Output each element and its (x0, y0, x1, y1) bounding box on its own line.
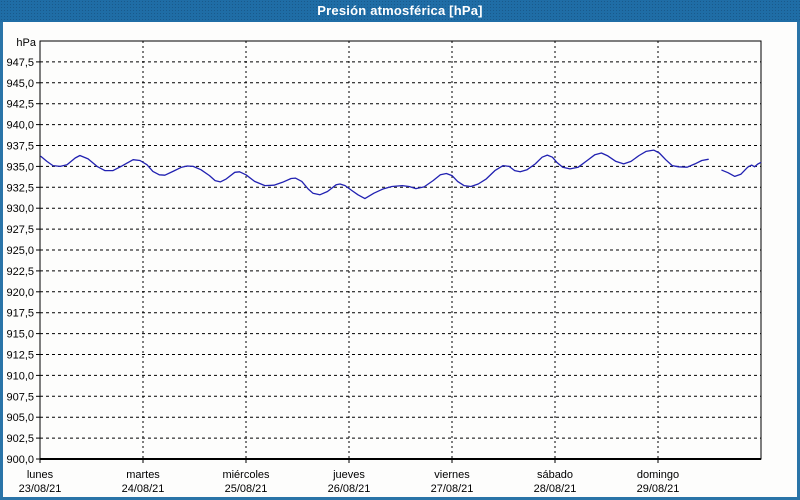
y-tick-label: 930,0 (6, 203, 34, 215)
x-day-name-label: viernes (434, 469, 470, 481)
chart-title: Presión atmosférica [hPa] (317, 3, 483, 18)
y-axis-unit-label: hPa (16, 37, 36, 49)
y-tick-label: 907,5 (6, 391, 34, 403)
y-tick-label: 942,5 (6, 99, 34, 111)
x-day-date-label: 27/08/21 (431, 483, 474, 495)
x-day-name-label: martes (126, 469, 160, 481)
x-day-name-label: sábado (537, 469, 573, 481)
y-tick-label: 902,5 (6, 433, 34, 445)
y-tick-label: 925,0 (6, 245, 34, 257)
pressure-line-chart: 947,5 945,0 942,5 940,0 937,5 935,0 932,5 930,0… (6, 37, 762, 495)
x-day-date-label: 26/08/21 (328, 483, 371, 495)
y-tick-label: 947,5 (6, 57, 34, 69)
titlebar: Presión atmosférica [hPa] (0, 0, 800, 22)
x-day-name-label: domingo (637, 469, 679, 481)
x-day-name-label: lunes (27, 469, 54, 481)
y-tick-label: 935,0 (6, 161, 34, 173)
y-tick-label: 937,5 (6, 141, 34, 153)
x-day-date-label: 25/08/21 (225, 483, 268, 495)
y-tick-label: 940,0 (6, 120, 34, 132)
x-day-name-label: miércoles (222, 469, 270, 481)
x-day-date-label: 23/08/21 (19, 483, 62, 495)
y-tick-label: 917,5 (6, 308, 34, 320)
y-tick-label: 910,0 (6, 370, 34, 382)
y-tick-label: 932,5 (6, 182, 34, 194)
x-day-name-label: jueves (332, 469, 365, 481)
y-tick-label: 912,5 (6, 350, 34, 362)
x-day-date-label: 29/08/21 (637, 483, 680, 495)
pressure-line (721, 161, 762, 178)
y-tick-label: 915,0 (6, 329, 34, 341)
y-tick-label: 900,0 (6, 454, 34, 466)
x-day-date-label: 28/08/21 (534, 483, 577, 495)
pressure-line (40, 149, 709, 200)
chart-body: 947,5 945,0 942,5 940,0 937,5 935,0 932,5 930,0… (0, 22, 800, 500)
y-tick-label: 927,5 (6, 224, 34, 236)
x-day-date-label: 24/08/21 (122, 483, 165, 495)
y-tick-label: 945,0 (6, 78, 34, 90)
y-tick-label: 920,0 (6, 287, 34, 299)
y-tick-label: 922,5 (6, 266, 34, 278)
y-tick-label: 905,0 (6, 412, 34, 424)
